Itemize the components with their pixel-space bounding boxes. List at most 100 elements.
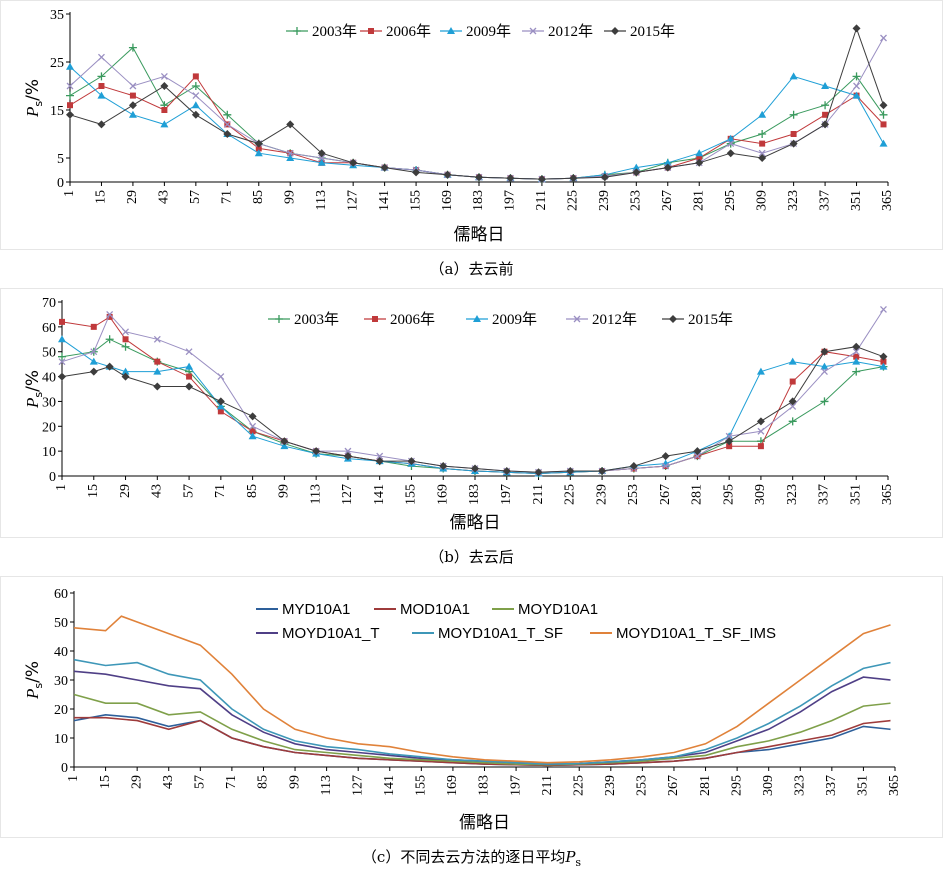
- data-point: [66, 110, 74, 119]
- x-tick-label: 113: [314, 190, 329, 210]
- series-line: [73, 658, 891, 765]
- series-line: [73, 615, 891, 764]
- data-point: [852, 72, 861, 81]
- data-point: [217, 373, 225, 381]
- data-point: [128, 101, 137, 110]
- x-tick-label: 99: [277, 484, 292, 498]
- data-point: [756, 417, 765, 426]
- legend-label: 2003年: [312, 23, 357, 40]
- data-point: [726, 443, 733, 450]
- x-tick-label: 337: [817, 484, 832, 505]
- data-point: [66, 62, 74, 70]
- data-point: [375, 457, 384, 466]
- data-point: [89, 357, 98, 365]
- data-point: [254, 139, 263, 148]
- legend-label: MYD10A1: [282, 601, 350, 618]
- series-line: [61, 346, 884, 473]
- data-point: [788, 417, 797, 426]
- data-point: [317, 149, 326, 158]
- legend-label: 2012年: [592, 311, 637, 328]
- y-tick-label: 60: [42, 321, 56, 336]
- data-point: [598, 467, 607, 476]
- legend-label: 2015年: [630, 23, 675, 40]
- data-point: [879, 101, 888, 110]
- x-tick-label: 197: [499, 484, 514, 505]
- data-point: [223, 120, 231, 128]
- x-tick-label: 169: [440, 190, 455, 211]
- data-point: [821, 101, 830, 110]
- x-tick-label: 1: [66, 775, 81, 782]
- y-tick-label: 0: [49, 470, 56, 485]
- data-point: [254, 149, 263, 157]
- legend-marker: [368, 28, 374, 34]
- data-point: [185, 362, 194, 370]
- data-point: [475, 173, 483, 182]
- x-tick-label: 365: [880, 484, 895, 505]
- data-point: [852, 342, 861, 351]
- data-point: [248, 412, 257, 421]
- data-point: [821, 368, 828, 376]
- data-point: [286, 149, 294, 157]
- x-tick-label: 351: [849, 190, 864, 211]
- data-point: [90, 323, 97, 330]
- y-axis-label-unit: /%: [23, 370, 43, 392]
- y-tick-label: 35: [50, 8, 64, 23]
- data-point: [248, 432, 257, 440]
- x-axis-label: 儒略日: [459, 813, 510, 833]
- legend-label: 2006年: [386, 23, 431, 40]
- data-point: [758, 110, 767, 118]
- x-axis-label: 儒略日: [454, 225, 505, 245]
- x-tick-label: 337: [817, 190, 832, 211]
- series-5: [58, 342, 888, 477]
- x-tick-label: 323: [786, 190, 801, 211]
- data-point: [693, 452, 701, 460]
- x-tick-label: 1: [54, 484, 69, 491]
- data-point: [756, 367, 765, 375]
- legend-label: MOD10A1: [400, 601, 470, 618]
- x-tick-label: 197: [508, 775, 523, 796]
- legend-label: 2012年: [548, 23, 593, 40]
- series-line: [73, 693, 891, 766]
- data-point: [121, 342, 130, 351]
- x-tick-label: 127: [340, 484, 355, 505]
- x-tick-label: 309: [754, 190, 769, 211]
- data-point: [286, 120, 295, 129]
- x-tick-label: 141: [382, 775, 397, 796]
- data-point: [98, 83, 105, 89]
- y-tick-label: 50: [54, 616, 68, 631]
- chart-panel-b: 0 10 20 30 40 50 60 70 1 15 29 43 57 71 85 99 113 127 141 1…: [0, 288, 943, 573]
- data-point: [129, 82, 137, 90]
- data-point: [90, 348, 98, 356]
- data-point: [343, 452, 352, 461]
- x-tick-label: 71: [220, 190, 235, 204]
- data-point: [789, 110, 798, 119]
- data-point: [380, 163, 389, 172]
- chart-b-caption: （b）去云后: [429, 548, 514, 566]
- data-point: [412, 168, 421, 177]
- data-point: [879, 362, 888, 370]
- y-axis-label-main: P: [23, 107, 42, 118]
- data-point: [726, 134, 735, 142]
- x-tick-label: 351: [856, 775, 871, 796]
- series-3: [73, 693, 891, 766]
- data-point: [880, 358, 887, 365]
- x-tick-label: 85: [251, 190, 266, 204]
- data-point: [820, 362, 829, 370]
- data-point: [66, 82, 74, 90]
- y-tick-label: 0: [57, 176, 64, 191]
- x-tick-label: 43: [157, 190, 172, 204]
- x-tick-label: 281: [690, 484, 705, 505]
- y-axis-label-sub: s: [32, 392, 45, 398]
- data-point: [757, 427, 765, 435]
- y-axis-label-unit: /%: [23, 79, 43, 101]
- data-point: [757, 443, 764, 450]
- data-point: [255, 145, 262, 152]
- data-point: [286, 154, 295, 161]
- x-tick-label: 239: [597, 190, 612, 211]
- x-tick-label: 253: [629, 190, 644, 211]
- legend-label: MOYD10A1: [518, 601, 598, 618]
- data-point: [788, 357, 797, 365]
- x-tick-label: 309: [753, 484, 768, 505]
- data-point: [880, 121, 887, 128]
- data-point: [820, 347, 829, 356]
